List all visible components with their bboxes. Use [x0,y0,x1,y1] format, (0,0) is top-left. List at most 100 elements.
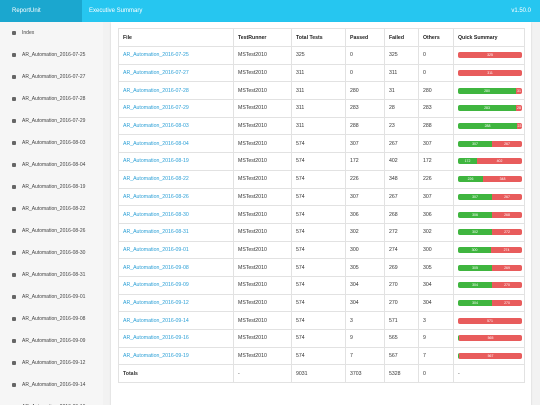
sidebar-item-report[interactable]: AR_Automation_2016-09-01 [0,286,103,308]
file-link[interactable]: AR_Automation_2016-07-28 [118,81,234,101]
column-header[interactable]: File [118,28,234,47]
failed-segment: 274 [491,246,522,253]
report-icon [12,273,16,277]
column-header[interactable]: Total Tests [291,28,346,47]
total-tests-cell: 311 [291,63,346,83]
file-link[interactable]: AR_Automation_2016-09-16 [118,329,234,348]
sidebar-item-label: AR_Automation_2016-09-01 [22,294,86,300]
totals-summary: - [453,364,525,384]
failed-segment: 28 [516,105,522,112]
file-link[interactable]: AR_Automation_2016-07-29 [118,99,234,118]
failed-cell: 567 [384,346,419,366]
failed-segment: 31 [516,87,522,94]
summary-bar: 283 28 [458,105,522,112]
report-icon [12,383,16,387]
sidebar-item-report[interactable]: AR_Automation_2016-09-08 [0,308,103,330]
column-header[interactable]: Others [418,28,454,47]
brand-title[interactable]: ReportUnit [0,0,82,22]
failed-cell: 268 [384,205,419,224]
file-link[interactable]: AR_Automation_2016-08-26 [118,187,234,207]
sidebar-item-label: AR_Automation_2016-07-29 [22,118,86,124]
file-link[interactable]: AR_Automation_2016-09-19 [118,346,234,366]
summary-bar: 172 402 [458,158,522,165]
file-link[interactable]: AR_Automation_2016-08-30 [118,205,234,224]
file-link[interactable]: AR_Automation_2016-09-01 [118,240,234,260]
passed-cell: 0 [345,63,385,83]
test-runner-cell: MSTest2010 [233,169,292,189]
failed-cell: 267 [384,187,419,207]
summary-bar: 307 267 [458,193,522,200]
file-link[interactable]: AR_Automation_2016-08-22 [118,169,234,189]
sidebar-item-label: AR_Automation_2016-08-30 [22,250,86,256]
others-cell: 307 [418,134,454,154]
sidebar-item-label: AR_Automation_2016-09-09 [22,338,86,344]
failed-segment: 311 [458,70,522,77]
column-header[interactable]: Passed [345,28,385,47]
passed-segment: 288 [458,123,517,130]
sidebar-item-report[interactable]: AR_Automation_2016-08-03 [0,132,103,154]
quick-summary-cell: 565 [453,329,525,348]
others-cell: 283 [418,99,454,118]
sidebar-item-report[interactable]: AR_Automation_2016-07-28 [0,88,103,110]
file-link[interactable]: AR_Automation_2016-08-03 [118,116,234,136]
failed-segment: 325 [458,52,522,59]
total-tests-cell: 574 [291,134,346,154]
failed-cell: 31 [384,81,419,101]
table-row: AR_Automation_2016-08-31 MSTest2010 574 302… [118,222,525,242]
sidebar-item-report[interactable]: AR_Automation_2016-09-12 [0,352,103,374]
table-row: AR_Automation_2016-07-27 MSTest2010 311 0 31… [118,63,525,83]
failed-cell: 267 [384,134,419,154]
file-link[interactable]: AR_Automation_2016-08-31 [118,222,234,242]
failed-segment: 270 [492,299,522,306]
sidebar-item-report[interactable]: AR_Automation_2016-07-25 [0,44,103,66]
summary-bar: 307 267 [458,140,522,147]
passed-segment [458,353,459,360]
file-link[interactable]: AR_Automation_2016-08-04 [118,134,234,154]
sidebar-item-label: Index [22,30,35,36]
top-bar: ReportUnit Executive Summary v1.50.0 [0,0,540,22]
sidebar-item-report[interactable]: AR_Automation_2016-09-16 [0,396,103,405]
sidebar-item-report[interactable]: AR_Automation_2016-08-19 [0,176,103,198]
passed-cell: 7 [345,346,385,366]
table-header-row: File TestRunner Total Tests Passed Failed Oth… [118,28,525,47]
test-runner-cell: MSTest2010 [233,275,292,295]
sidebar-item-report[interactable]: AR_Automation_2016-09-09 [0,330,103,352]
column-header[interactable]: Failed [384,28,419,47]
passed-cell: 280 [345,81,385,101]
file-link[interactable]: AR_Automation_2016-07-25 [118,46,234,65]
quick-summary-cell: 571 [453,311,525,330]
file-link[interactable]: AR_Automation_2016-09-09 [118,275,234,295]
test-runner-cell: MSTest2010 [233,134,292,154]
file-link[interactable]: AR_Automation_2016-07-27 [118,63,234,83]
file-link[interactable]: AR_Automation_2016-09-08 [118,258,234,277]
sidebar-item-report[interactable]: AR_Automation_2016-07-29 [0,110,103,132]
sidebar-item-report[interactable]: AR_Automation_2016-09-14 [0,374,103,396]
passed-cell: 3 [345,311,385,330]
passed-cell: 305 [345,258,385,277]
sidebar-item-report[interactable]: AR_Automation_2016-08-26 [0,220,103,242]
column-header[interactable]: TestRunner [233,28,292,47]
sidebar-item-report[interactable]: AR_Automation_2016-08-31 [0,264,103,286]
table-row: AR_Automation_2016-09-09 MSTest2010 574 304… [118,275,525,295]
total-tests-cell: 574 [291,152,346,171]
column-header[interactable]: Quick Summary [453,28,525,47]
summary-bar: 302 272 [458,229,522,236]
test-runner-cell: MSTest2010 [233,81,292,101]
quick-summary-cell: 280 31 [453,81,525,101]
failed-cell: 274 [384,240,419,260]
sidebar-item-label: AR_Automation_2016-09-12 [22,360,86,366]
summary-bar: 226 348 [458,176,522,183]
total-tests-cell: 311 [291,116,346,136]
sidebar-item-report[interactable]: AR_Automation_2016-08-04 [0,154,103,176]
test-runner-cell: MSTest2010 [233,152,292,171]
file-link[interactable]: AR_Automation_2016-09-14 [118,311,234,330]
file-link[interactable]: AR_Automation_2016-09-12 [118,293,234,313]
sidebar-item-index[interactable]: Index [0,22,103,44]
sidebar-item-report[interactable]: AR_Automation_2016-07-27 [0,66,103,88]
sidebar-item-report[interactable]: AR_Automation_2016-08-30 [0,242,103,264]
file-link[interactable]: AR_Automation_2016-08-19 [118,152,234,171]
failed-segment: 402 [477,158,522,165]
passed-segment: 300 [458,246,491,253]
sidebar-item-report[interactable]: AR_Automation_2016-08-22 [0,198,103,220]
report-icon [12,317,16,321]
